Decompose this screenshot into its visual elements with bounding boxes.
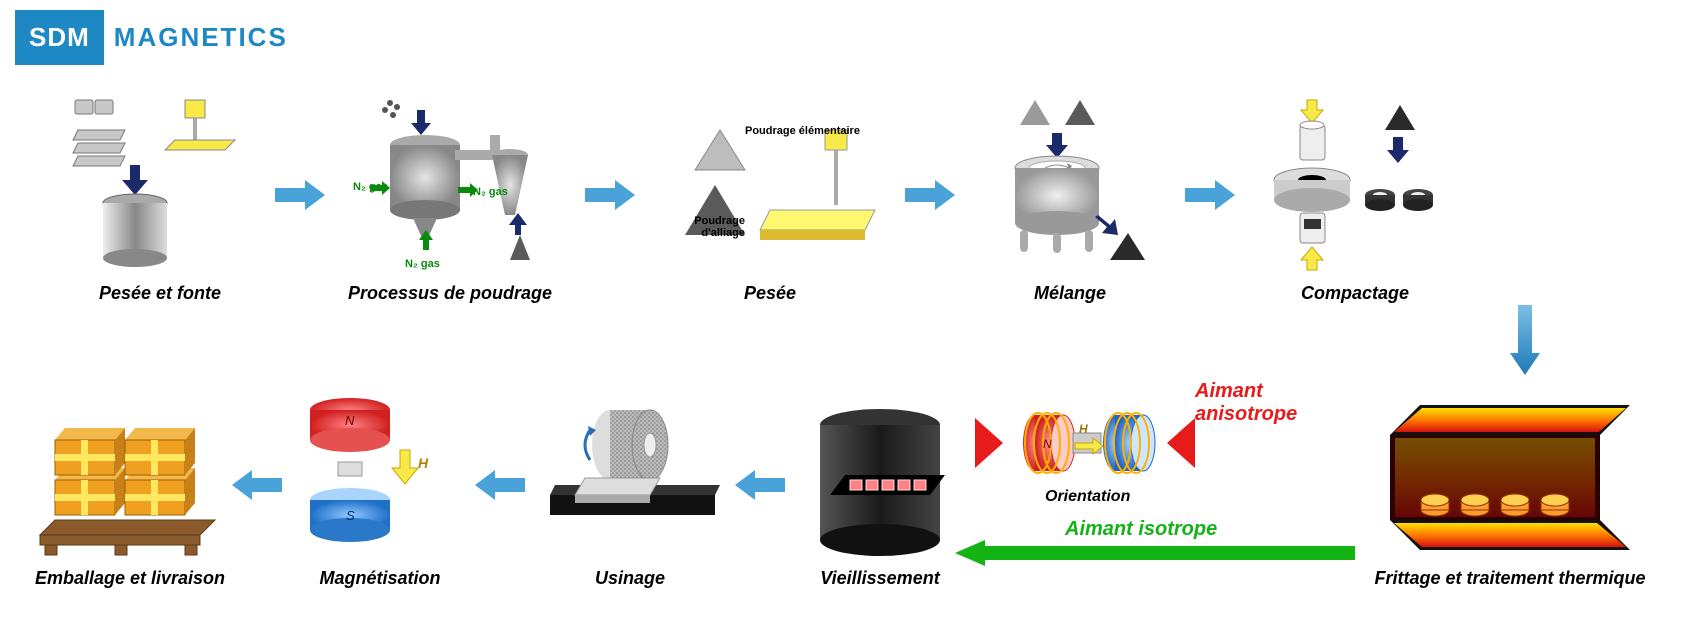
stage-aging: Vieillissement xyxy=(790,400,970,589)
green-arrow-isotrope xyxy=(955,540,1355,570)
label-s4: Mélange xyxy=(970,283,1170,304)
stage-weighing-melting: Pesée et fonte xyxy=(60,95,260,304)
icon-mixing xyxy=(980,95,1160,275)
flow-arrow-10 xyxy=(232,470,282,500)
stage-orientation-group: Aimant anisotrope N H Orientation xyxy=(975,380,1355,580)
label-anisotropic: Aimant anisotrope xyxy=(1195,380,1355,426)
flow-arrow-4 xyxy=(1185,180,1235,210)
label-s2: Processus de poudrage xyxy=(335,283,565,304)
flow-arrow-3 xyxy=(905,180,955,210)
stage-compacting: Compactage xyxy=(1255,95,1455,304)
label-s8: Vieillissement xyxy=(790,568,970,589)
stage-machining: Usinage xyxy=(530,400,730,589)
label-s9: Usinage xyxy=(530,568,730,589)
icon-orientation: N H xyxy=(975,398,1195,488)
svg-text:H: H xyxy=(418,455,429,471)
flow-arrow-8 xyxy=(735,470,785,500)
label-s3-sub2: Poudrage d'alliage xyxy=(650,215,745,239)
svg-text:N₂ gas: N₂ gas xyxy=(473,186,508,198)
label-s3-sub1: Poudrage élémentaire xyxy=(745,125,860,137)
stage-mixing: Mélange xyxy=(970,95,1170,304)
label-s11: Emballage et livraison xyxy=(25,568,235,589)
flow-arrow-9 xyxy=(475,470,525,500)
icon-packaging xyxy=(30,400,230,560)
logo-abbr: SDM xyxy=(15,10,104,65)
icon-pulverizing: N₂ gas N₂ gas N₂ gas xyxy=(335,95,565,275)
icon-compacting xyxy=(1265,95,1445,275)
stage-weighing-powder: Poudrage élémentaire Poudrage d'alliage … xyxy=(650,95,890,304)
icon-aging xyxy=(800,400,960,560)
stage-magnetizing: N H S Magnétisation xyxy=(290,390,470,589)
label-s5: Compactage xyxy=(1255,283,1455,304)
label-s10: Magnétisation xyxy=(290,568,470,589)
logo: SDM MAGNETICS xyxy=(15,10,288,65)
stage-packaging: Emballage et livraison xyxy=(25,400,235,589)
flow-arrow-1 xyxy=(275,180,325,210)
stage-pulverizing: N₂ gas N₂ gas N₂ gas Processus de poudra… xyxy=(335,95,565,304)
icon-magnetizing: N H S xyxy=(290,390,470,560)
label-isotropic: Aimant isotrope xyxy=(1065,518,1217,541)
stage-sintering: Frittage et traitement thermique xyxy=(1360,400,1660,589)
svg-text:N₂ gas: N₂ gas xyxy=(405,258,440,270)
icon-weighing-melting xyxy=(70,95,250,275)
svg-text:H: H xyxy=(1079,422,1088,436)
icon-machining xyxy=(540,400,720,560)
label-s6: Frittage et traitement thermique xyxy=(1360,568,1660,589)
label-orientation: Orientation xyxy=(1045,488,1130,506)
svg-text:N: N xyxy=(1043,437,1052,451)
logo-name: MAGNETICS xyxy=(114,22,288,53)
svg-text:N: N xyxy=(345,413,355,428)
icon-weighing-powder: Poudrage élémentaire Poudrage d'alliage xyxy=(650,95,890,275)
label-s1: Pesée et fonte xyxy=(60,283,260,304)
icon-sintering xyxy=(1380,400,1640,560)
svg-text:S: S xyxy=(346,508,355,523)
flow-arrow-down xyxy=(1510,305,1540,375)
label-s3: Pesée xyxy=(650,283,890,304)
flow-arrow-2 xyxy=(585,180,635,210)
